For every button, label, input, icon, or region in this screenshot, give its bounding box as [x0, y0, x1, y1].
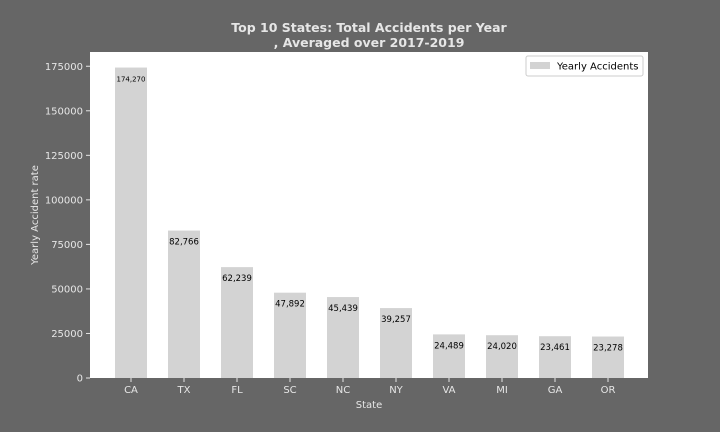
- x-tick-label: SC: [283, 385, 296, 396]
- bar-ny: [380, 308, 412, 378]
- legend-swatch: [530, 62, 550, 69]
- bars-group: 174,270 82,766 62,239 47,892 45,439 39,257 24,…: [115, 67, 624, 378]
- bar-value-label: 24,020: [487, 342, 517, 352]
- x-tick-label: OR: [601, 385, 616, 396]
- bar-value-label: 174,270: [117, 76, 146, 84]
- bar-ca: [115, 67, 147, 378]
- y-tick-label: 150000: [45, 106, 83, 117]
- y-tick-label: 75000: [51, 240, 83, 251]
- x-axis-label: State: [356, 400, 382, 411]
- bar-mi: [486, 335, 518, 378]
- bar-va: [433, 334, 465, 378]
- legend: Yearly Accidents: [525, 55, 644, 77]
- x-axis: CA TX FL SC NC NY VA MI GA OR: [124, 378, 615, 396]
- x-tick-label: TX: [177, 385, 191, 396]
- bar-value-label: 47,892: [275, 300, 305, 310]
- y-tick-label: 50000: [51, 284, 83, 295]
- bar-value-label: 82,766: [169, 238, 199, 248]
- bar-value-label: 39,257: [381, 315, 411, 325]
- y-tick-label: 175000: [45, 62, 83, 73]
- bar-value-label: 24,489: [434, 341, 464, 351]
- bar-value-label: 45,439: [328, 304, 358, 314]
- bar-ga: [539, 336, 571, 378]
- bar-fl: [221, 267, 253, 378]
- x-tick-label: NY: [389, 385, 403, 396]
- y-tick-label: 25000: [51, 329, 83, 340]
- x-tick-label: GA: [548, 385, 563, 396]
- x-tick-label: CA: [124, 385, 138, 396]
- x-tick-label: VA: [442, 385, 455, 396]
- chart-title: Top 10 States: Total Accidents per Year: [231, 20, 507, 35]
- bar-value-label: 23,278: [593, 344, 623, 354]
- bar-value-label: 62,239: [222, 274, 252, 284]
- x-tick-label: MI: [496, 385, 508, 396]
- y-axis-label: Yearly Accident rate: [30, 165, 41, 266]
- bar-or: [592, 336, 624, 378]
- bar-value-label: 23,461: [540, 343, 570, 353]
- y-axis: 0 25000 50000 75000 100000 125000 150000 175000: [45, 62, 90, 385]
- bar-nc: [327, 297, 359, 378]
- x-tick-label: FL: [231, 385, 243, 396]
- y-tick-label: 100000: [45, 195, 83, 206]
- chart-subtitle: , Averaged over 2017-2019: [274, 35, 465, 50]
- y-tick-label: 0: [77, 374, 83, 385]
- bar-tx: [168, 230, 200, 378]
- legend-box: [525, 55, 644, 77]
- legend-label: Yearly Accidents: [556, 62, 638, 73]
- x-tick-label: NC: [336, 385, 350, 396]
- bar-sc: [274, 292, 306, 378]
- y-tick-label: 125000: [45, 151, 83, 162]
